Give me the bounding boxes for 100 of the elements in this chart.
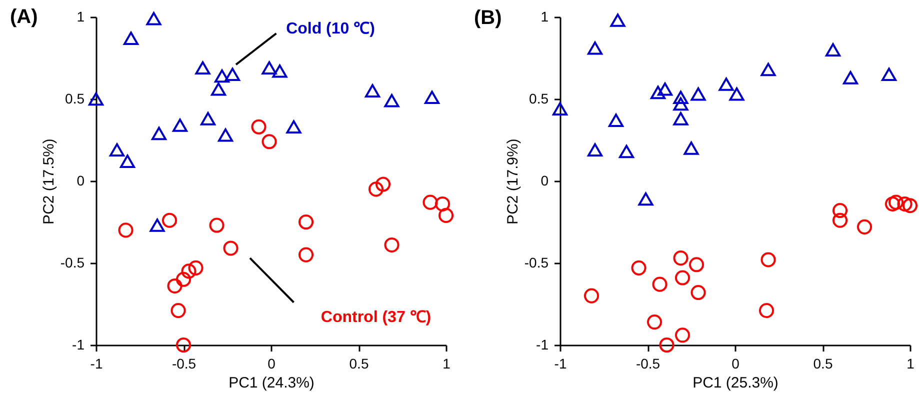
x-tick-label: 1 — [442, 356, 451, 372]
point — [210, 82, 226, 96]
y-tick-label: 1 — [76, 8, 85, 24]
y-axis-title: PC2 (17.9%) — [504, 138, 522, 224]
x-tick-label: 0.5 — [349, 356, 369, 372]
point — [631, 260, 646, 276]
y-tick-label: 1 — [540, 8, 549, 24]
point — [652, 276, 668, 292]
y-tick-label: 0 — [540, 172, 549, 188]
point — [673, 97, 688, 111]
point — [684, 142, 699, 155]
point — [832, 203, 848, 218]
x-axis-title: PC1 (25.3%) — [692, 374, 778, 392]
point — [176, 272, 192, 287]
point — [881, 68, 897, 82]
chart-title: (A) — [10, 6, 38, 28]
point — [188, 260, 204, 276]
point — [286, 120, 302, 134]
point — [176, 337, 192, 353]
point — [674, 270, 690, 286]
point — [262, 61, 277, 74]
point — [209, 218, 224, 233]
point — [842, 71, 858, 84]
y-axis-title: PC2 (17.5%) — [40, 138, 58, 224]
point — [688, 257, 704, 272]
point — [729, 87, 744, 101]
x-tick-label: -0.5 — [636, 356, 660, 372]
point — [884, 196, 900, 212]
point — [657, 82, 673, 96]
point — [224, 68, 240, 82]
point — [262, 134, 277, 150]
point — [552, 102, 568, 116]
point — [120, 154, 136, 168]
point — [760, 252, 776, 268]
point — [146, 12, 162, 26]
point — [673, 250, 688, 266]
point — [223, 240, 238, 256]
point — [673, 90, 688, 104]
y-tick-label: 0 — [76, 172, 85, 188]
point — [690, 285, 706, 300]
point — [646, 314, 662, 330]
point — [384, 237, 400, 252]
text: Control (37 ℃) — [320, 309, 432, 326]
point — [251, 119, 266, 134]
point — [298, 214, 314, 230]
x-axis-title: PC1 (24.3%) — [228, 374, 314, 392]
x-tick-label: -1 — [554, 356, 567, 372]
point — [172, 118, 188, 132]
point — [760, 62, 776, 76]
point — [151, 126, 167, 140]
x-tick-label: -0.5 — [172, 356, 196, 372]
x-tick-label: 0.5 — [813, 356, 833, 372]
point — [902, 198, 918, 214]
x-tick-label: 0 — [268, 356, 276, 372]
y-tick-label: -1 — [536, 336, 549, 352]
point — [118, 222, 134, 238]
point — [375, 176, 391, 192]
point — [610, 14, 626, 27]
point — [167, 278, 182, 294]
point — [659, 337, 674, 353]
point — [170, 303, 186, 318]
point — [298, 247, 314, 262]
point — [364, 84, 380, 98]
point — [888, 194, 904, 210]
point — [384, 94, 400, 108]
point — [587, 42, 603, 55]
y-tick-label: 0.5 — [65, 90, 85, 106]
point — [856, 219, 872, 234]
point — [587, 143, 603, 156]
y-tick-label: 0.5 — [529, 90, 549, 106]
point — [674, 328, 690, 343]
point — [608, 114, 624, 127]
chart-title: (B) — [474, 7, 502, 29]
point — [368, 182, 384, 197]
point — [897, 196, 912, 212]
point — [650, 86, 666, 100]
point — [584, 288, 600, 304]
point — [200, 112, 216, 126]
point — [832, 212, 848, 228]
point — [424, 90, 440, 104]
x-tick-label: 1 — [906, 356, 915, 372]
point — [434, 196, 450, 212]
x-tick-label: 0 — [732, 356, 740, 372]
point — [123, 32, 139, 45]
point — [638, 192, 654, 206]
y-tick-label: -0.5 — [524, 254, 549, 270]
point — [88, 92, 104, 106]
series-label: Cold (10 ℃) — [286, 20, 375, 38]
point — [690, 87, 706, 101]
y-tick-label: -1 — [72, 336, 85, 352]
point — [109, 143, 125, 156]
point — [162, 212, 178, 228]
point — [214, 69, 230, 83]
point — [673, 112, 688, 126]
point — [718, 78, 734, 91]
point — [272, 64, 288, 78]
point — [218, 128, 234, 142]
point — [150, 218, 165, 232]
y-tick-label: -0.5 — [60, 254, 85, 270]
point — [758, 303, 774, 318]
